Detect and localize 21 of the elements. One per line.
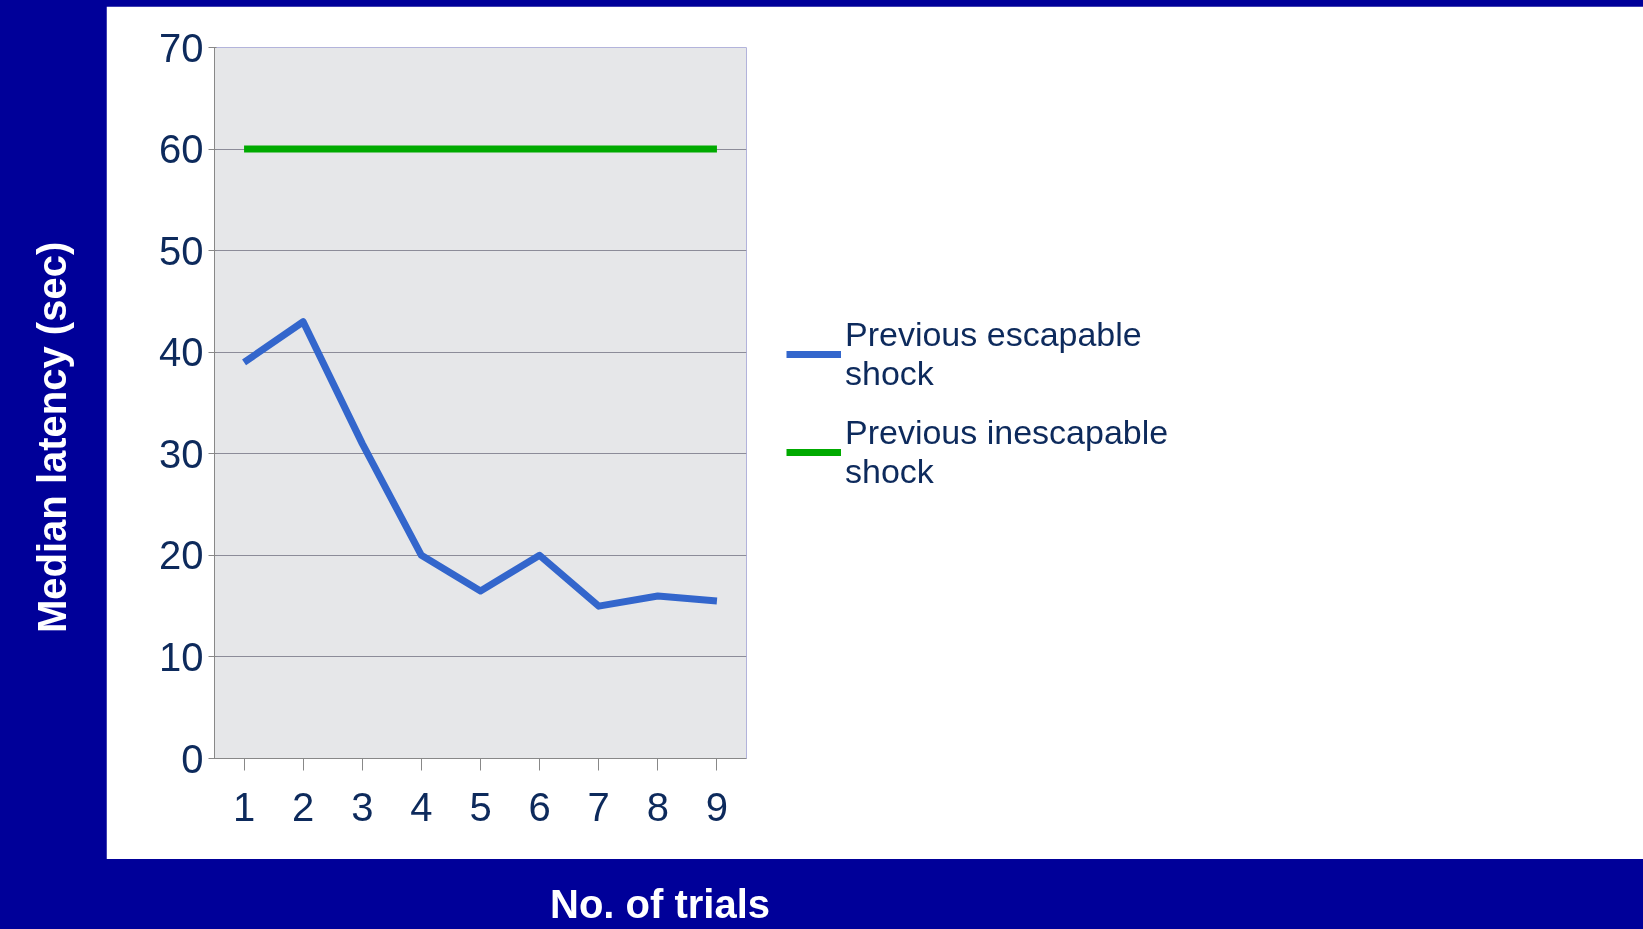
x-tick-label: 3: [351, 784, 374, 829]
x-tick-label: 9: [705, 784, 729, 829]
y-tick-label: 10: [159, 634, 204, 679]
y-tick-label: 20: [159, 533, 204, 578]
x-tick-label: 7: [587, 784, 610, 829]
y-tick-label: 60: [159, 127, 204, 172]
y-tick-label: 40: [159, 330, 204, 375]
y-tick-label: 50: [159, 228, 204, 273]
x-tick-label: 4: [410, 784, 433, 829]
x-axis-title: No. of trials: [550, 881, 771, 928]
y-tick-label: 70: [159, 25, 204, 70]
legend-label: Previous inescapable shock: [845, 412, 1169, 491]
x-tick-label: 8: [646, 784, 669, 829]
y-tick-label: 30: [159, 431, 204, 476]
x-tick-label: 6: [528, 784, 551, 829]
legend-label: Previous escapable shock: [845, 314, 1142, 393]
y-tick-label: 0: [181, 736, 204, 781]
x-tick-label: 5: [469, 784, 492, 829]
y-axis-title: Median latency (sec): [29, 241, 76, 634]
x-tick-label: 2: [292, 784, 315, 829]
x-tick-label: 1: [232, 784, 256, 829]
